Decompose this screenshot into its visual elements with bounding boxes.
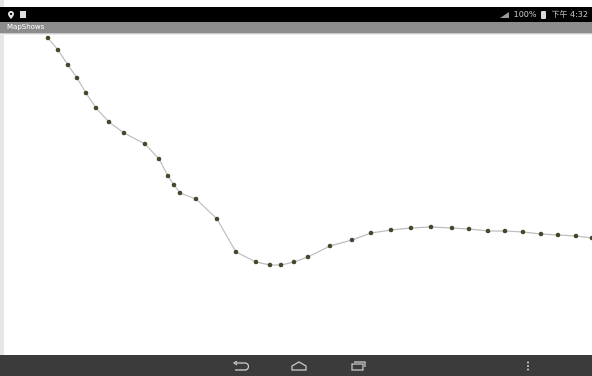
- route-marker[interactable]: [388, 227, 394, 233]
- route-marker[interactable]: [171, 182, 177, 188]
- navigation-bar: [0, 355, 592, 376]
- route-marker[interactable]: [267, 262, 273, 268]
- route-marker[interactable]: [538, 231, 544, 237]
- notification-square-icon: [20, 11, 26, 18]
- route-marker[interactable]: [177, 190, 183, 196]
- route-marker[interactable]: [253, 259, 259, 265]
- overflow-menu-button[interactable]: [516, 358, 540, 373]
- route-marker[interactable]: [193, 196, 199, 202]
- route-layer: [45, 35, 592, 268]
- route-marker[interactable]: [466, 226, 472, 232]
- route-marker[interactable]: [55, 47, 61, 53]
- overflow-menu-icon: [527, 361, 529, 370]
- action-bar-shadow: [0, 33, 592, 35]
- clock: 下午 4:32: [551, 10, 588, 19]
- route-marker[interactable]: [156, 156, 162, 162]
- battery-percent: 100%: [513, 10, 537, 19]
- route-marker[interactable]: [449, 225, 455, 231]
- route-marker[interactable]: [106, 119, 112, 125]
- route-marker[interactable]: [502, 228, 508, 234]
- back-icon: [232, 360, 250, 371]
- route-marker[interactable]: [83, 90, 89, 96]
- status-right: 100% 下午 4:32: [499, 7, 588, 22]
- route-marker[interactable]: [233, 249, 239, 255]
- route-marker[interactable]: [214, 216, 220, 222]
- route-marker[interactable]: [485, 228, 491, 234]
- route-marker[interactable]: [349, 237, 355, 243]
- route-marker[interactable]: [93, 105, 99, 111]
- action-bar: MapShows: [0, 22, 592, 33]
- route-marker[interactable]: [589, 235, 592, 241]
- location-pin-icon: [8, 10, 14, 19]
- home-icon: [291, 360, 307, 371]
- status-bar: 100% 下午 4:32: [0, 7, 592, 22]
- route-marker[interactable]: [428, 224, 434, 230]
- home-button[interactable]: [287, 358, 311, 373]
- route-marker[interactable]: [520, 229, 526, 235]
- signal-icon: [499, 11, 509, 18]
- recent-apps-icon: [351, 360, 366, 371]
- route-marker[interactable]: [368, 230, 374, 236]
- app-title: MapShows: [7, 23, 45, 31]
- route-marker[interactable]: [291, 259, 297, 265]
- route-marker[interactable]: [278, 262, 284, 268]
- battery-icon: [541, 10, 547, 19]
- route-marker[interactable]: [121, 130, 127, 136]
- route-marker[interactable]: [305, 254, 311, 260]
- route-marker[interactable]: [555, 232, 561, 238]
- route-marker[interactable]: [408, 225, 414, 231]
- route-marker[interactable]: [74, 75, 80, 81]
- route-marker[interactable]: [65, 62, 71, 68]
- recent-apps-button[interactable]: [346, 358, 370, 373]
- route-marker[interactable]: [45, 35, 51, 41]
- route-marker[interactable]: [165, 173, 171, 179]
- route-line: [47, 37, 592, 266]
- route-marker[interactable]: [327, 243, 333, 249]
- status-left-icons: [8, 7, 26, 22]
- route-marker[interactable]: [573, 233, 579, 239]
- back-button[interactable]: [229, 358, 253, 373]
- map-view[interactable]: [4, 35, 592, 355]
- route-marker[interactable]: [142, 141, 148, 147]
